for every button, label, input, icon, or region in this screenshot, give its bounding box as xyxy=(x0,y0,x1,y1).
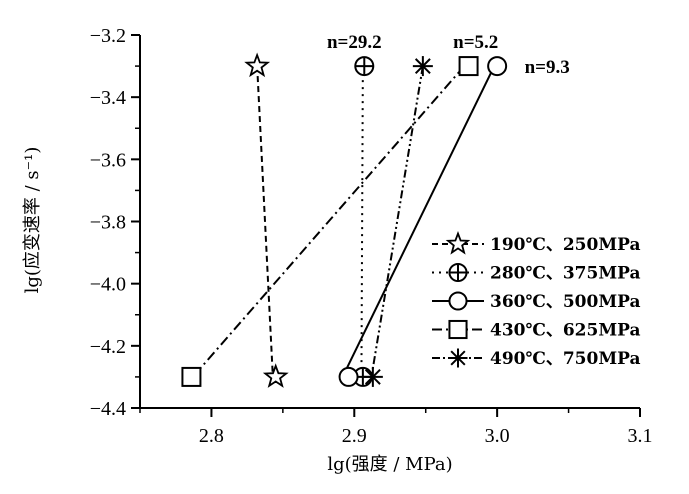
legend-item: 430℃、625MPa xyxy=(432,319,641,341)
x-tick-label: 3.0 xyxy=(485,425,510,447)
data-point-star xyxy=(244,52,271,78)
data-point-star xyxy=(262,363,289,388)
y-tick-label: −3.2 xyxy=(90,25,126,47)
legend-label: 430℃、625MPa xyxy=(490,321,641,341)
data-point-circle-plus xyxy=(354,56,375,77)
legend-label: 280℃、375MPa xyxy=(490,264,641,284)
data-point-circle xyxy=(338,366,359,387)
y-tick-label: −4.4 xyxy=(90,398,126,420)
asterisk-d2 xyxy=(364,369,381,385)
asterisk-d2 xyxy=(450,350,466,366)
fit-line xyxy=(346,65,496,369)
legend-item: 360℃、500MPa xyxy=(432,291,641,312)
fit-line xyxy=(370,65,424,378)
legend-label: 490℃、750MPa xyxy=(490,349,641,369)
slope-annotation: n=29.2 xyxy=(327,32,382,53)
legend-item: 190℃、250MPa xyxy=(432,231,641,255)
data-point-circle xyxy=(487,56,508,77)
data-point-asterisk xyxy=(362,366,383,387)
x-tick-label: 3.1 xyxy=(628,425,653,447)
slope-annotation: n=9.3 xyxy=(525,57,570,78)
data-point-square xyxy=(458,56,479,77)
legend: 190℃、250MPa 280℃、375MPa 360℃、500MPa 430℃、62… xyxy=(432,231,641,369)
legend-marker-circle xyxy=(448,291,468,311)
legend-item: 490℃、750MPa xyxy=(432,348,641,369)
y-tick-label: −3.6 xyxy=(90,149,126,171)
legend-marker-square xyxy=(448,319,468,340)
annotations: n=29.2 n=5.2 n=9.3 xyxy=(327,32,570,78)
y-tick-label: −4.2 xyxy=(90,336,126,358)
y-tick-label: −3.4 xyxy=(90,87,126,109)
data-point-square xyxy=(181,366,202,387)
legend-item: 280℃、375MPa xyxy=(432,262,641,284)
x-axis-label: lg(强度 / MPa) xyxy=(327,454,452,475)
slope-annotation: n=5.2 xyxy=(453,32,498,53)
legend-marker-circle-plus xyxy=(448,262,468,283)
ticks: 2.8 2.9 3.0 3.1 −3.2 −3.4 −3.6 −3.8 −4.0 −4.2 −4.4 xyxy=(90,25,653,447)
legend-marker-asterisk xyxy=(448,348,468,368)
asterisk-d2 xyxy=(414,58,431,74)
legend-marker-star xyxy=(445,231,471,255)
fit-line xyxy=(256,66,274,377)
data-point-asterisk xyxy=(412,56,433,77)
y-tick-label: −4.0 xyxy=(90,274,126,296)
y-axis-label: lg(应变速率 / s⁻¹) xyxy=(22,147,43,294)
data-markers xyxy=(181,52,508,388)
fit-line xyxy=(192,65,466,378)
x-tick-label: 2.8 xyxy=(199,425,224,447)
legend-label: 190℃、250MPa xyxy=(490,235,641,255)
legend-label: 360℃、500MPa xyxy=(490,292,641,312)
y-tick-label: −3.8 xyxy=(90,212,126,234)
x-tick-label: 2.9 xyxy=(342,425,367,447)
fit-line xyxy=(360,66,364,377)
fit-lines xyxy=(192,65,496,378)
